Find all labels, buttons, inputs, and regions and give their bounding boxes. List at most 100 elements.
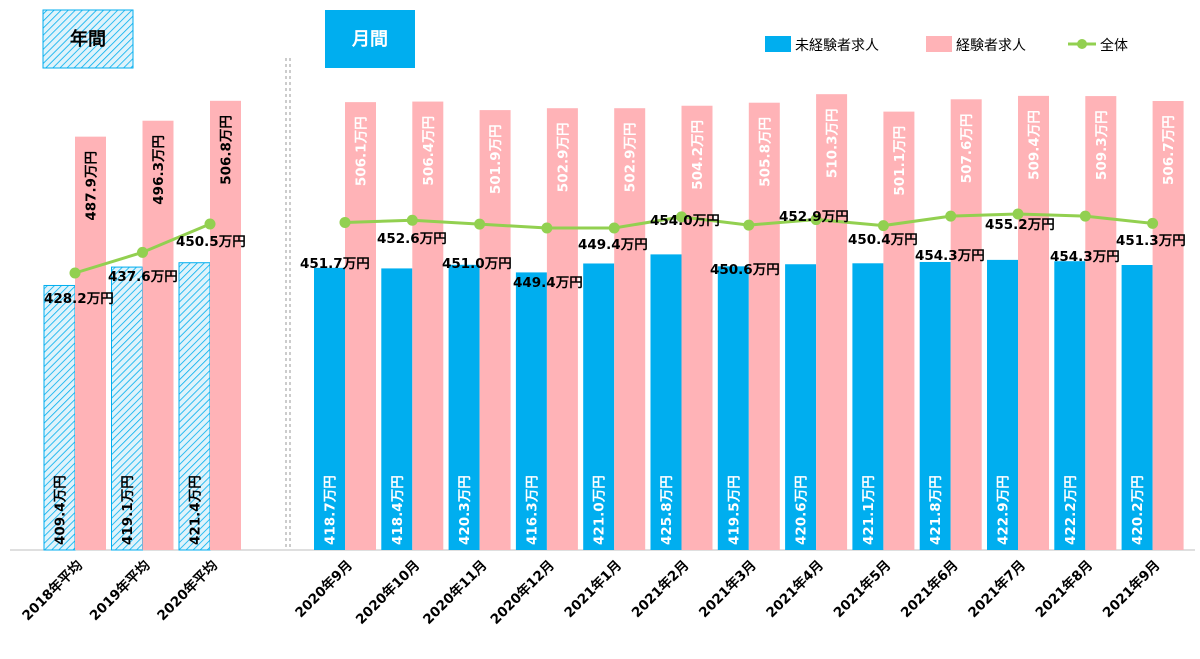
- label-experienced-14: 509.3万円: [1094, 110, 1110, 180]
- legend-label-overall: 全体: [1100, 37, 1128, 54]
- legend: 未経験者求人 経験者求人 全体: [765, 36, 1128, 54]
- bar-inexperienced-15: [1121, 265, 1153, 550]
- label-experienced-11: 501.1万円: [892, 126, 908, 196]
- bar-experienced-11: [883, 111, 915, 550]
- bar-experienced-4: [412, 101, 444, 550]
- label-inexperienced-7: 421.0万円: [592, 475, 608, 545]
- tick-label-11: 2021年5月: [830, 557, 894, 621]
- tick-label-2: 2020年平均: [154, 557, 221, 624]
- label-inexperienced-12: 421.8万円: [928, 475, 944, 545]
- bar-inexperienced-5: [448, 264, 480, 550]
- bar-inexperienced-2: [178, 262, 211, 551]
- bar-inexperienced-6: [515, 272, 547, 550]
- bar-experienced-13: [1018, 95, 1049, 551]
- label-overall-monthly-6: 450.6万円: [710, 262, 780, 278]
- label-overall-monthly-12: 451.3万円: [1116, 233, 1186, 249]
- line-overall-monthly-point-10: [1012, 208, 1024, 220]
- line-overall-monthly-point-11: [1079, 210, 1091, 222]
- tick-label-4: 2020年10月: [352, 557, 423, 628]
- tick-label-15: 2021年9月: [1099, 557, 1163, 621]
- label-inexperienced-14: 422.2万円: [1063, 475, 1079, 545]
- bar-experienced-14: [1085, 96, 1117, 550]
- bar-experienced-0: [75, 136, 106, 551]
- label-experienced-2: 506.8万円: [219, 115, 235, 185]
- line-overall-monthly-point-5: [676, 211, 687, 223]
- monthly-tag-label: 月間: [351, 29, 388, 50]
- bar-inexperienced-8: [650, 254, 682, 550]
- bar-experienced-2: [210, 100, 241, 551]
- label-experienced-8: 504.2万円: [690, 120, 706, 190]
- label-overall-annual-0: 428.2万円: [44, 291, 114, 307]
- line-overall-monthly-point-6: [743, 219, 755, 231]
- bar-inexperienced-12: [919, 261, 951, 550]
- tick-label-12: 2021年6月: [897, 557, 961, 621]
- line-overall-monthly-point-1: [406, 214, 418, 226]
- label-overall-monthly-7: 452.9万円: [779, 209, 849, 225]
- bar-inexperienced-13: [987, 259, 1018, 550]
- bar-experienced-5: [479, 110, 511, 550]
- label-inexperienced-3: 418.7万円: [323, 475, 339, 545]
- monthly-tag: 月間: [325, 10, 415, 68]
- bar-inexperienced-1: [111, 266, 143, 551]
- legend-label-experienced: 経験者求人: [956, 38, 1026, 54]
- tick-label-8: 2021年2月: [628, 557, 692, 621]
- tick-label-7: 2021年1月: [561, 557, 625, 621]
- line-overall-annual-point-2: [204, 218, 216, 230]
- tick-label-3: 2020年9月: [292, 557, 356, 621]
- line-overall-monthly-point-4: [608, 222, 620, 234]
- line-overall-monthly-point-12: [1147, 217, 1159, 229]
- bar-experienced-9: [748, 102, 780, 550]
- line-overall-annual-point-1: [137, 246, 148, 258]
- tick-label-10: 2021年4月: [763, 557, 827, 621]
- ticks-layer: 2018年平均 2019年平均 2020年平均 2020年9月2020年10月2020…: [19, 557, 1164, 628]
- label-experienced-6: 502.9万円: [555, 123, 571, 193]
- label-overall-monthly-2: 451.0万円: [442, 256, 512, 272]
- labels-layer: 409.4万円 487.9万円 419.1万円 496.3万円 421.4万円 506.8…: [44, 108, 1186, 545]
- bar-experienced-1: [142, 120, 174, 550]
- bar-inexperienced-10: [785, 264, 817, 550]
- label-experienced-5: 501.9万円: [488, 124, 504, 194]
- label-experienced-3: 506.1万円: [354, 116, 370, 186]
- bar-experienced-12: [950, 99, 982, 550]
- bar-inexperienced-14: [1054, 261, 1086, 550]
- line-overall-monthly-point-3: [541, 222, 553, 234]
- label-inexperienced-2: 421.4万円: [188, 475, 204, 545]
- label-inexperienced-8: 425.8万円: [659, 475, 675, 545]
- bar-experienced-10: [816, 94, 848, 551]
- label-overall-monthly-3: 449.4万円: [513, 275, 583, 291]
- tick-label-9: 2021年3月: [695, 557, 759, 621]
- line-overall-monthly-point-9: [945, 210, 957, 222]
- legend-swatch-experienced: [926, 36, 952, 52]
- tick-label-0: 2018年平均: [19, 557, 86, 624]
- annual-tag-box: [42, 9, 134, 69]
- label-inexperienced-0: 409.4万円: [53, 475, 69, 545]
- label-inexperienced-1: 419.1万円: [120, 475, 136, 545]
- bar-inexperienced-7: [583, 263, 615, 550]
- line-overall-monthly-point-7: [810, 214, 822, 226]
- line-overall-monthly-point-2: [474, 218, 486, 230]
- bar-inexperienced-4: [381, 268, 413, 550]
- bar-experienced-15: [1152, 101, 1184, 550]
- label-experienced-7: 502.9万円: [623, 123, 639, 193]
- label-overall-monthly-11: 454.3万円: [1050, 249, 1120, 265]
- bar-experienced-6: [546, 108, 578, 551]
- label-inexperienced-6: 416.3万円: [524, 475, 540, 545]
- monthly-tag-box: [325, 10, 415, 68]
- label-overall-monthly-8: 450.4万円: [848, 232, 918, 248]
- annual-tag-label: 年間: [70, 28, 106, 50]
- bar-inexperienced-9: [717, 266, 749, 550]
- label-overall-annual-1: 437.6万円: [108, 269, 178, 285]
- label-overall-monthly-0: 451.7万円: [300, 256, 370, 272]
- bar-inexperienced-3: [314, 267, 345, 550]
- label-experienced-15: 506.7万円: [1161, 115, 1177, 185]
- label-inexperienced-4: 418.4万円: [390, 475, 406, 545]
- label-experienced-13: 509.4万円: [1027, 110, 1043, 180]
- label-overall-monthly-9: 454.3万円: [915, 248, 985, 264]
- label-overall-annual-2: 450.5万円: [176, 234, 246, 250]
- legend-marker-overall: [1077, 39, 1087, 49]
- label-experienced-9: 505.8万円: [757, 117, 773, 187]
- label-inexperienced-5: 420.3万円: [457, 475, 473, 545]
- line-overall-monthly-point-0: [339, 216, 351, 228]
- tick-label-14: 2021年8月: [1032, 557, 1096, 621]
- tick-label-13: 2021年7月: [965, 557, 1029, 621]
